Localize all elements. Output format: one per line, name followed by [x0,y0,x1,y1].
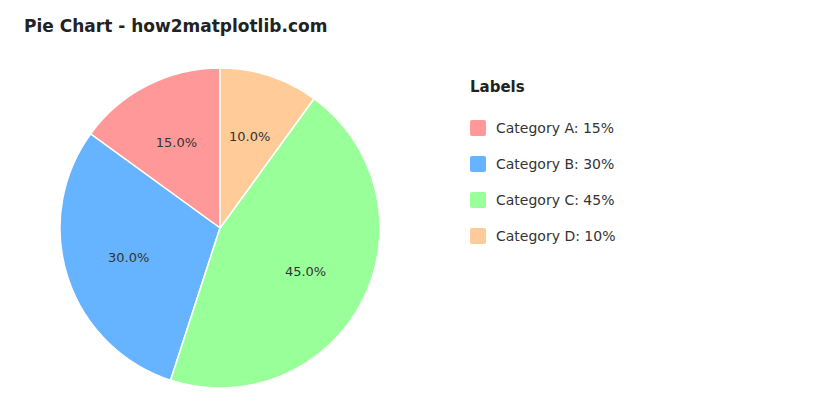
legend-title: Labels [470,78,525,96]
legend-swatch [470,120,486,136]
legend-entry: Category C: 45% [496,192,614,208]
legend-swatch [470,192,486,208]
legend-entry: Category B: 30% [496,156,614,172]
data-label: 45.0% [285,264,326,279]
data-label: 15.0% [156,135,197,150]
legend: Labels Category A: 15% Category B: 30% Cate… [470,78,615,244]
data-label: 10.0% [229,129,270,144]
pie-slice [220,68,314,228]
legend-swatch [470,156,486,172]
slice-labels: 15.0% 30.0% 45.0% 10.0% [108,129,326,279]
data-label: 30.0% [108,250,149,265]
slices [60,68,380,388]
chart-container: Pie Chart - how2matplotlib.com 15.0% 30.0%… [0,0,840,420]
legend-entry: Category D: 10% [496,228,615,244]
chart: Pie Chart - how2matplotlib.com 15.0% 30.0%… [0,0,840,420]
title: Pie Chart - how2matplotlib.com [24,16,327,36]
legend-swatch [470,228,486,244]
legend-entry: Category A: 15% [496,120,614,136]
